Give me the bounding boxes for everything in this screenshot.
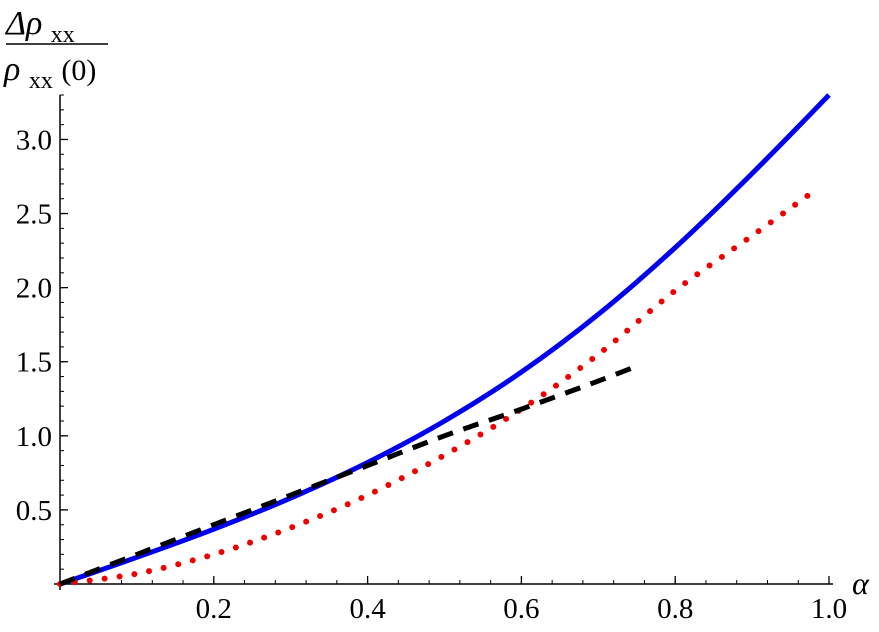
- y-title-denominator-suffix: (0): [61, 54, 96, 87]
- y-tick-label: 2.5: [16, 199, 52, 231]
- svg-text:ρ xx (0): ρ xx (0): [3, 51, 96, 96]
- x-tick-label: 0.2: [196, 593, 232, 625]
- series-solid-line: [59, 93, 831, 587]
- x-axis-title: α: [852, 565, 870, 601]
- x-tick-label: 0.6: [503, 593, 539, 625]
- y-tick-label: 3.0: [16, 124, 52, 156]
- y-tick-label: 0.5: [16, 495, 52, 527]
- y-title-numerator-symbol: Δρ: [4, 5, 42, 42]
- y-tick-label: 2.0: [16, 273, 52, 305]
- series-layer: [57, 93, 831, 587]
- y-ticks: 0.5 1.0 1.5 2.0 2.5 3.0: [16, 124, 68, 527]
- x-tick-label: 0.8: [657, 593, 693, 625]
- y-title-denominator-subscript: xx: [29, 68, 53, 94]
- svg-text:Δρ xx: Δρ xx: [4, 5, 75, 48]
- series-dashed-line: [59, 363, 638, 587]
- y-axis-title: Δρ xx ρ xx (0): [3, 5, 108, 96]
- x-ticks: 0.2 0.4 0.6 0.8 1.0: [196, 576, 847, 625]
- y-tick-label: 1.0: [16, 421, 52, 453]
- y-tick-label: 1.5: [16, 347, 52, 379]
- series-dotted-line: [57, 188, 817, 587]
- x-tick-label: 1.0: [811, 593, 847, 625]
- y-title-denominator-symbol: ρ: [3, 51, 20, 88]
- x-tick-label: 0.4: [349, 593, 386, 625]
